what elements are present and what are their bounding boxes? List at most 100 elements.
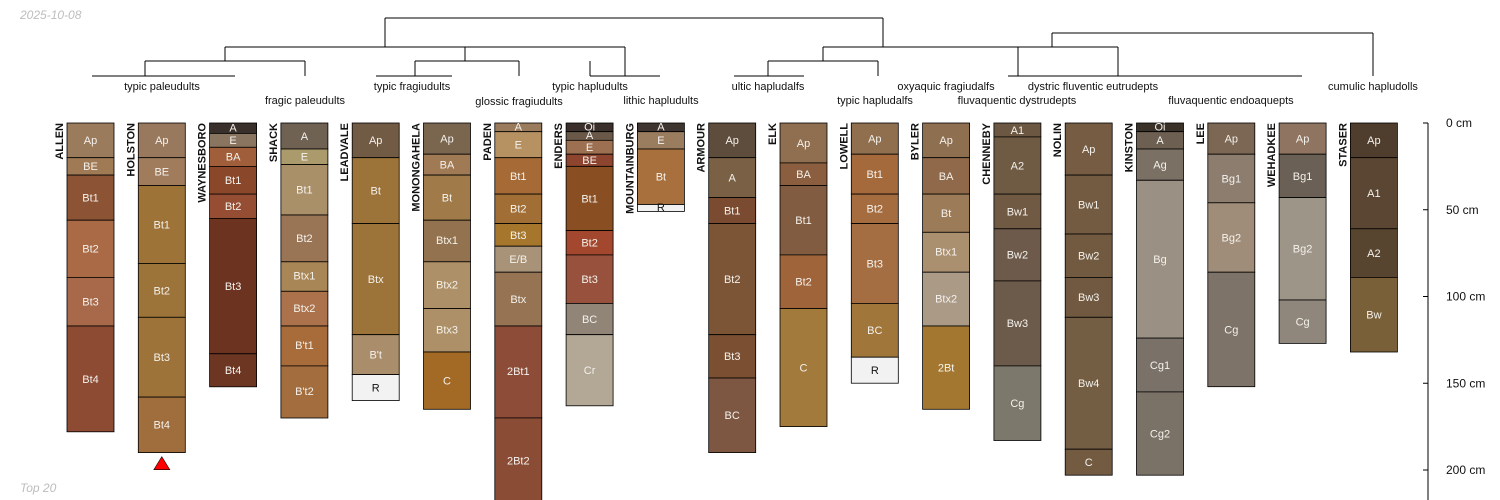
taxonomy-label: fragic paleudults: [265, 95, 346, 107]
horizon-label: Ap: [1082, 144, 1095, 156]
soil-profile: PADEN AE Bt1 Bt2 Bt3 E/B Btx 2Bt1 2Bt2: [482, 122, 543, 500]
horizon-label: Bw3: [1078, 292, 1099, 304]
horizon-label: Bg2: [1293, 244, 1313, 256]
horizon-label: Bt2: [581, 238, 598, 250]
horizon-label: Cr: [584, 365, 596, 377]
horizon-label: BA: [939, 171, 954, 183]
horizon-block: [209, 193, 258, 219]
horizon-block: [1350, 276, 1398, 353]
horizon-label: Bt2: [510, 204, 527, 216]
horizon-block: [565, 334, 614, 407]
horizon-label: E: [301, 152, 308, 164]
horizon-label: Bt4: [225, 365, 242, 377]
horizon-block: [351, 334, 400, 376]
profile-name: LEE: [1195, 123, 1207, 144]
horizon-block: [637, 204, 685, 212]
horizon-label: Bt1: [82, 193, 99, 205]
horizon-label: Bg1: [1293, 171, 1313, 183]
horizon-block: [993, 365, 1042, 441]
horizon-block: [993, 193, 1042, 230]
horizon-block: [66, 122, 115, 159]
taxonomy-label: typic hapludalfs: [837, 95, 913, 107]
horizon-label: BC: [582, 314, 597, 326]
horizon-block: [494, 245, 543, 273]
horizon-block: [922, 122, 970, 159]
horizon-label: Ap: [868, 134, 881, 146]
soil-profile: MOUNTAINBURG AE Bt R: [624, 122, 685, 214]
horizon-label: Bt1: [724, 206, 741, 218]
dendrogram: [92, 17, 1374, 77]
horizon-label: Bg1: [1222, 173, 1242, 185]
horizon-label: Ap: [939, 135, 952, 147]
horizon-label: Bt2: [296, 233, 313, 245]
horizon-block: [423, 122, 471, 155]
profile-name: ARMOUR: [696, 123, 708, 173]
horizon-block: [280, 164, 329, 216]
horizon-block: [66, 325, 115, 433]
horizon-block: [850, 302, 899, 358]
horizon-label: Bt3: [724, 351, 741, 363]
soil-profile: NOLIN Ap Bw1 Bw2 Bw3 Bw4 C: [1052, 122, 1113, 476]
horizon-block: [1064, 122, 1113, 176]
horizon-label: A1: [1011, 125, 1024, 137]
soil-profile: BYLER Ap BA Bt Btx1 Btx2 2Bt: [910, 122, 970, 410]
horizon-block: [922, 325, 970, 410]
horizon-label: Bw1: [1078, 199, 1099, 211]
horizon-label: A: [301, 131, 309, 143]
horizon-block: [708, 377, 757, 453]
horizon-block: [494, 271, 543, 327]
horizon-label: A: [657, 122, 665, 134]
horizon-label: Bw2: [1007, 250, 1028, 262]
horizon-label: BE: [83, 161, 98, 173]
horizon-block: [1136, 391, 1184, 476]
horizon-label: A1: [1367, 188, 1380, 200]
profile-name: WAYNESBORO: [197, 123, 209, 203]
horizon-label: Bt2: [724, 274, 741, 286]
horizon-block: [1136, 337, 1184, 393]
horizon-label: Bt3: [867, 258, 884, 270]
horizon-label: Cg1: [1150, 360, 1170, 372]
horizon-block: [565, 254, 614, 304]
soil-profile: STASER Ap A1 A2 Bw: [1337, 122, 1398, 353]
horizon-label: Bt4: [154, 420, 171, 432]
soil-profile: MONONGAHELA Ap BA Bt Btx1 Btx2 Btx3 C: [411, 122, 471, 410]
horizon-label: Ap: [1367, 135, 1380, 147]
taxonomy-label: cumulic hapludolls: [1328, 81, 1418, 93]
horizon-label: Bt1: [225, 175, 242, 187]
profile-name: BYLER: [910, 123, 922, 160]
horizon-block: [1278, 299, 1327, 344]
horizon-label: Bt3: [82, 297, 99, 309]
horizon-label: Bg: [1153, 254, 1166, 266]
horizon-label: E: [657, 135, 664, 147]
profile-name: STASER: [1337, 123, 1349, 167]
horizon-block: [708, 122, 757, 159]
horizon-block: [708, 223, 757, 336]
horizon-block: [494, 325, 543, 419]
horizon-block: [779, 122, 828, 164]
horizon-label: Bt4: [82, 374, 99, 386]
horizon-block: [1064, 448, 1113, 476]
horizon-block: [351, 122, 400, 159]
horizon-label: 2Bt: [938, 363, 955, 375]
horizon-label: Ap: [84, 135, 97, 147]
horizon-label: A: [729, 173, 737, 185]
horizon-label: R: [871, 365, 879, 377]
horizon-block: [993, 228, 1042, 282]
taxonomy-label: typic hapludults: [552, 81, 628, 93]
depth-tick-label: 50 cm: [1446, 203, 1479, 217]
horizon-label: BA: [796, 169, 811, 181]
taxonomy-label: fluvaquentic dystrudepts: [958, 95, 1077, 107]
horizon-block: [494, 193, 543, 225]
horizon-label: Bw4: [1078, 378, 1099, 390]
horizon-block: [280, 290, 329, 327]
depth-axis: 0 cm 50 cm 100 cm 150 cm 200 cm: [1423, 116, 1485, 500]
horizon-label: Bw2: [1078, 251, 1099, 263]
profile-name: LEADVALE: [339, 123, 351, 181]
horizon-label: B't: [369, 350, 382, 362]
horizon-label: Bt: [941, 208, 951, 220]
horizon-label: Bt: [442, 193, 452, 205]
horizon-block: [423, 351, 471, 410]
horizon-block: [280, 214, 329, 263]
horizon-block: [209, 353, 258, 388]
